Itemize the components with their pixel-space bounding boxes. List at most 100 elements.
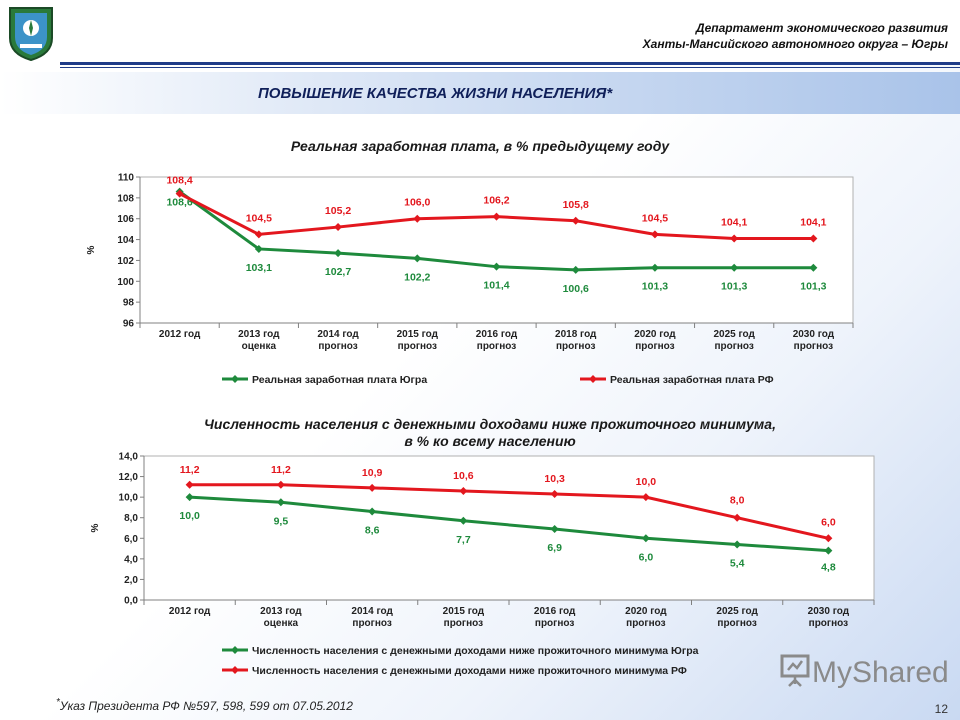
x-tick-label: прогноз [626,618,665,629]
data-label: 104,5 [246,212,272,224]
data-label: 100,6 [563,283,589,295]
data-point [175,189,184,198]
x-tick-label: 2014 год [351,606,393,617]
data-point [809,234,818,243]
data-label: 106,0 [404,197,430,209]
data-point [733,513,742,522]
data-label: 8,6 [365,525,380,537]
data-point [733,540,742,549]
data-label: 11,2 [271,464,291,476]
data-point [413,214,422,223]
wage-chart: 96 98 100 102 104 106 108 110% 2012 год 2013 годо… [86,173,854,386]
data-label: 5,4 [730,557,745,569]
data-label: 7,7 [456,534,471,546]
data-label: 102,7 [325,266,351,278]
x-tick-label: прогноз [794,341,833,352]
data-label: 10,3 [544,473,565,485]
x-tick-label: прогноз [477,341,516,352]
data-label: 10,9 [362,467,383,479]
data-point [334,223,343,232]
header-rule-thin [60,67,960,68]
series-line-yugra [189,495,829,553]
data-label: 104,5 [642,212,668,224]
data-label: 6,0 [639,551,654,563]
department-line-1: Департамент экономического развития [695,21,948,35]
data-point [550,490,559,499]
presentation-board-icon [780,654,810,687]
x-tick-label: 2020 год [625,606,667,617]
x-tick-label: прогноз [809,618,848,629]
x-tick-label: 2016 год [534,606,576,617]
data-label: 10,0 [179,510,200,522]
coat-of-arms-icon [9,7,53,62]
footnote-text: Указ Президента РФ №597, 598, 599 от 07.… [59,699,353,713]
data-label: 101,3 [721,281,747,293]
data-label: 102,2 [404,271,430,283]
data-label: 108,6 [166,197,192,209]
data-point [492,262,501,271]
data-point [824,534,833,543]
header: Департамент экономического развития Хант… [0,0,960,64]
legend-entry: Реальная заработная плата Югра [252,374,427,386]
data-point [641,534,650,543]
y-tick-label: 8,0 [124,513,138,524]
x-tick-label: 2016 год [476,329,518,340]
x-tick-label: 2030 год [808,606,850,617]
y-tick-label: 12,0 [119,472,139,483]
chart2-title-line-1: Численность населения с денежными дохода… [204,416,776,432]
data-label: 105,2 [325,205,351,217]
data-point [824,546,833,555]
series-line-rf [189,483,829,540]
x-tick-label: 2030 год [793,329,835,340]
y-tick-label: 110 [118,173,135,184]
x-tick-label: 2018 год [555,329,597,340]
data-label: 101,3 [800,281,826,293]
legend-marker [589,375,597,383]
legend-entry: Численность населения с денежными дохода… [252,645,699,657]
legend-marker [231,646,239,654]
data-label: 101,3 [642,281,668,293]
x-tick-label: оценка [264,618,299,629]
y-axis-label: % [86,245,97,254]
chart2-title: Численность населения с денежными дохода… [100,416,880,450]
poverty-chart: 0,0 2,0 4,0 6,0 8,0 10,0 12,0 14,0% 2012 год 2013… [90,452,875,677]
y-tick-label: 14,0 [119,452,139,463]
data-point [650,263,659,272]
x-tick-label: 2025 год [716,606,758,617]
data-label: 11,2 [180,464,200,476]
data-point [185,493,194,502]
data-point [571,265,580,274]
data-point [368,507,377,516]
x-tick-label: 2015 год [443,606,485,617]
y-tick-label: 10,0 [119,493,139,504]
data-point [368,483,377,492]
y-tick-label: 108 [117,193,134,204]
legend-marker [231,375,239,383]
legend-entry: Численность населения с денежными дохода… [252,665,687,677]
x-tick-label: прогноз [352,618,391,629]
x-tick-label: прогноз [535,618,574,629]
page-title: ПОВЫШЕНИЕ КАЧЕСТВА ЖИЗНИ НАСЕЛЕНИЯ* [258,85,613,102]
legend-entry: Реальная заработная плата РФ [610,374,774,386]
x-tick-label: прогноз [635,341,674,352]
y-tick-label: 0,0 [124,596,138,607]
y-tick-label: 102 [117,256,134,267]
x-tick-label: 2014 год [317,329,359,340]
data-label: 104,1 [800,217,826,229]
data-label: 6,9 [547,542,562,554]
data-point [459,516,468,525]
data-label: 103,1 [246,262,272,274]
department-line-2: Ханты-Мансийского автономного округа – Ю… [642,37,948,51]
legend-marker [231,666,239,674]
chart2-subtitle: в % ко всему населению [404,433,576,449]
watermark-text: MyShared [812,656,949,689]
plot-area [143,455,875,601]
y-tick-label: 104 [117,235,134,246]
data-label: 4,8 [821,562,836,574]
data-point [492,212,501,221]
y-tick-label: 106 [117,214,134,225]
y-tick-label: 6,0 [124,534,138,545]
data-point [276,498,285,507]
data-point [550,525,559,534]
data-point [459,486,468,495]
